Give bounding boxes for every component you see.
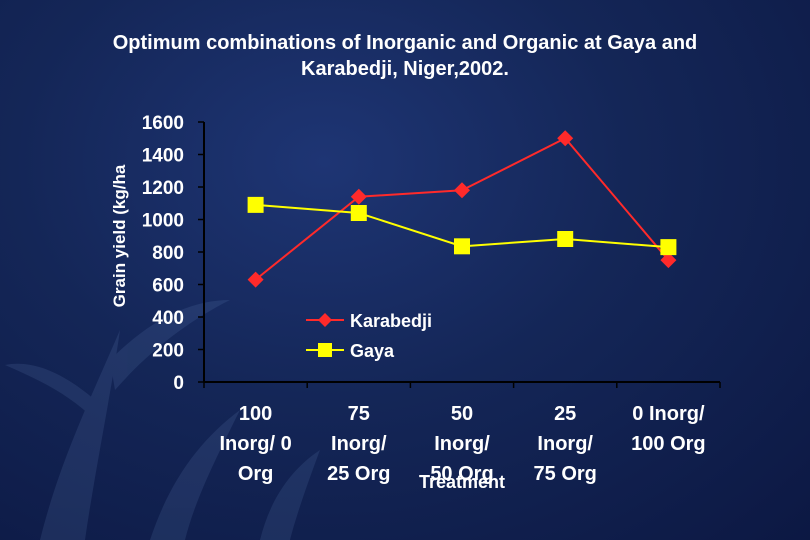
legend-marker-karabedji — [318, 313, 332, 327]
background-plant-watermark — [5, 300, 320, 540]
legend-marker-gaya — [318, 343, 332, 357]
data-point-karabedji — [660, 252, 677, 269]
data-point-karabedji — [247, 271, 264, 288]
data-point-karabedji — [350, 188, 367, 205]
y-tick-label: 200 — [152, 341, 184, 362]
data-point-karabedji — [557, 130, 574, 147]
y-tick-label: 600 — [152, 276, 184, 297]
y-tick-label: 1000 — [142, 211, 184, 232]
data-point-gaya — [660, 239, 677, 256]
chart-title-line-2: Karabedji, Niger,2002. — [301, 58, 509, 80]
y-axis-ticks: 0 200 400 600 800 1000 1200 1400 1600 — [142, 113, 204, 394]
y-tick-label: 400 — [152, 308, 184, 329]
x-category-label: 50 Inorg/50 Org — [430, 403, 493, 485]
y-tick-label: 0 — [173, 373, 184, 394]
series-layer — [247, 130, 677, 288]
data-point-gaya — [247, 196, 264, 213]
y-tick-label: 1400 — [142, 146, 184, 167]
data-point-gaya — [557, 231, 574, 247]
legend-label-gaya: Gaya — [350, 341, 395, 361]
x-category-label: 75 Inorg/25 Org — [327, 403, 390, 485]
legend: Karabedji Gaya — [306, 311, 432, 361]
data-point-gaya — [350, 205, 367, 221]
x-category-label: 0 Inorg/100 Org — [631, 403, 705, 455]
x-category-label: 25 Inorg/75 Org — [534, 403, 597, 485]
y-tick-label: 800 — [152, 243, 184, 264]
legend-label-karabedji: Karabedji — [350, 311, 432, 331]
chart-title: Optimum combinations of Inorganic and Or… — [40, 30, 770, 82]
x-axis-ticks: 100 Inorg/ 0 Org 75 Inorg/25 Org 50 Inorg/50 O… — [203, 382, 721, 485]
y-tick-label: 1600 — [142, 113, 184, 134]
chart-title-line-1: Optimum combinations of Inorganic and Or… — [112, 32, 698, 54]
data-point-gaya — [454, 238, 470, 255]
x-category-label: 100 Inorg/ 0 Org — [219, 403, 291, 485]
y-axis-label: Grain yield (kg/ha — [110, 164, 129, 307]
y-tick-label: 1200 — [142, 178, 184, 199]
x-axis-label: Treatment — [419, 472, 505, 492]
data-point-karabedji — [454, 182, 470, 199]
